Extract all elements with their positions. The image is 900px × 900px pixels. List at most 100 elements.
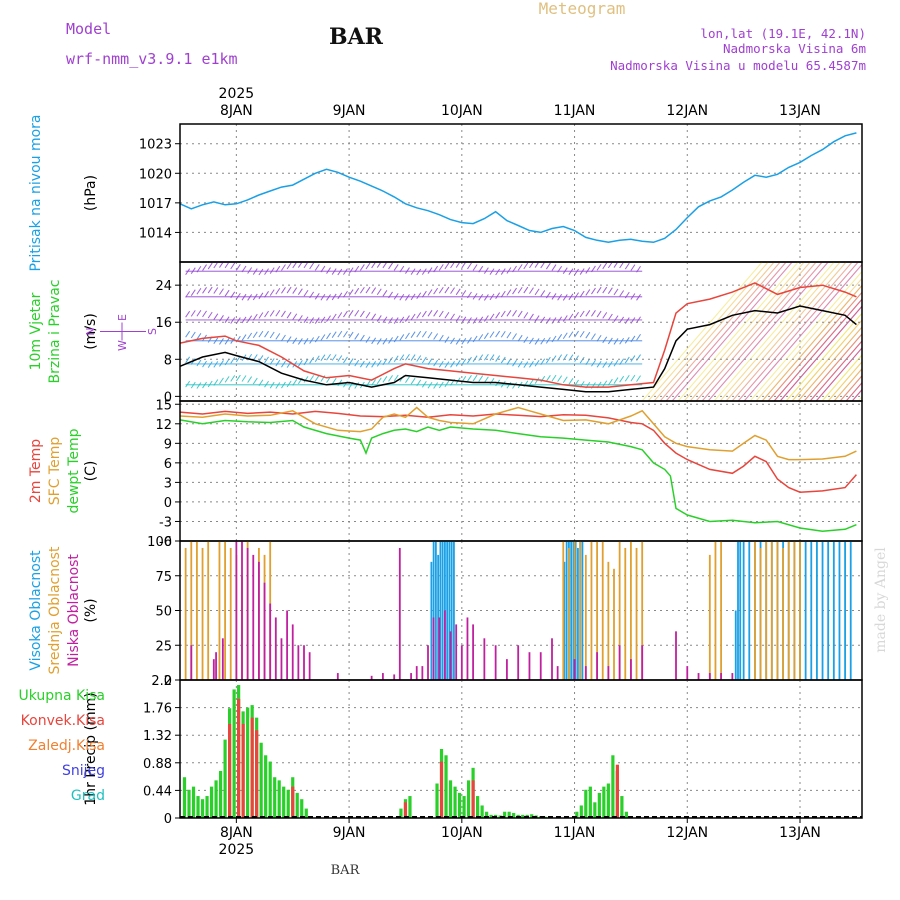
wind-barb	[281, 334, 286, 342]
bar-clouds	[434, 541, 437, 680]
wind-barb	[506, 310, 512, 317]
bar-clouds	[563, 561, 566, 680]
wind-barb	[534, 359, 540, 367]
wind-hatch	[803, 333, 862, 401]
wind-barb	[495, 355, 501, 362]
wind-barb	[258, 292, 264, 300]
wind-hatch	[767, 291, 862, 401]
wind-barb	[202, 287, 207, 294]
ytick-label: 0.88	[143, 757, 172, 772]
wind-hatch	[641, 262, 763, 401]
bar-clouds	[720, 541, 722, 680]
bar-precip	[250, 717, 254, 818]
bar-clouds	[720, 673, 722, 680]
watermark: made by Angel	[873, 547, 889, 653]
panel-precip: 0 0.44 0.88 1.32 1.76 2.2 1hr Precip (mm)Ukupn…	[18, 674, 863, 827]
ytick-label: 1014	[139, 226, 172, 241]
wind-barb	[326, 315, 331, 322]
wind-barb	[619, 261, 625, 269]
bar-precip	[453, 786, 457, 818]
wind-barb	[235, 264, 241, 271]
wind-barb	[512, 382, 517, 389]
ytick-label: 0	[164, 496, 172, 511]
wind-barb	[613, 288, 619, 296]
wind-hatch	[833, 367, 862, 401]
wind-barb	[281, 287, 286, 294]
wind-barb	[410, 313, 416, 321]
wind-barb	[506, 331, 512, 339]
wind-barb	[534, 338, 540, 345]
wind-barb	[275, 333, 281, 340]
wind-barb	[314, 264, 320, 271]
bar-clouds	[370, 675, 373, 680]
bar-clouds	[613, 568, 615, 680]
wind-barb	[450, 287, 455, 294]
wind-barb	[489, 331, 495, 338]
wind-hatch	[833, 367, 862, 401]
wind-barb	[405, 294, 410, 301]
bar-clouds	[453, 541, 455, 680]
wind-hatch	[671, 262, 793, 401]
year-bottom: 2025	[219, 842, 255, 858]
wind-barb	[461, 290, 467, 297]
ytick-label: 0	[164, 812, 172, 827]
wind-barb	[596, 286, 602, 294]
wind-barb	[331, 331, 337, 338]
wind-barb	[591, 359, 596, 367]
bar-precip	[218, 770, 223, 818]
wind-barb	[613, 338, 619, 345]
wind-barb	[551, 374, 557, 382]
wind-barb	[376, 288, 382, 296]
wind-barb	[455, 315, 461, 322]
bar-clouds	[269, 603, 272, 680]
wind-barb	[297, 288, 303, 295]
side-label: Srednja Oblacnost	[47, 546, 63, 674]
bar-precip	[300, 799, 304, 818]
wind-barb	[207, 361, 213, 368]
bar-clouds	[184, 547, 187, 680]
wind-hatch	[713, 262, 835, 401]
wind-hatch	[815, 347, 862, 401]
panel-temperature: -6 -3 0 3 6 9 12 15 (C) 2m Temp SFC Temp dewpt Temp	[28, 398, 863, 550]
bar-precip	[237, 698, 241, 818]
wind-barb	[219, 288, 224, 295]
bar-clouds	[577, 547, 579, 680]
wind-barb	[286, 380, 292, 388]
bar-clouds	[517, 645, 520, 680]
wind-barb	[359, 264, 365, 271]
panel-frame	[179, 679, 863, 819]
wind-barb	[438, 264, 444, 271]
wind-barb	[354, 359, 360, 367]
bar-clouds	[224, 541, 226, 680]
wind-hatch	[755, 277, 862, 401]
bar-clouds	[607, 561, 610, 680]
panel-clouds: 0 25 50 75 100 (%) Visoka Oblacnost Srednja Obl…	[28, 535, 863, 689]
bar-clouds	[215, 652, 217, 680]
wind-barb	[557, 334, 563, 341]
wind-barb	[472, 317, 478, 324]
side-label: SFC Temp	[47, 437, 63, 506]
wind-hatch	[791, 319, 862, 401]
wind-barb	[607, 287, 613, 294]
wind-barb	[230, 375, 236, 382]
wind-barb	[224, 261, 230, 269]
wind-barb	[455, 338, 461, 345]
wind-barb	[292, 287, 298, 294]
wind-barb	[348, 310, 354, 317]
xtick-label-top: 8JAN	[220, 103, 253, 119]
wind-barb	[500, 290, 506, 298]
compass-label: W	[116, 340, 129, 351]
wind-hatch	[701, 262, 823, 401]
bar-clouds	[235, 541, 238, 680]
bar-precip	[593, 802, 597, 818]
bar-precip	[291, 786, 295, 818]
wind-hatch	[731, 262, 853, 401]
wind-hatch	[791, 319, 862, 401]
wind-barb	[624, 262, 630, 270]
wind-barb	[393, 374, 399, 382]
wind-hatch	[737, 262, 859, 401]
wind-barb	[495, 268, 501, 276]
wind-barb	[258, 330, 264, 338]
bar-precip	[579, 805, 583, 818]
wind-barb	[247, 315, 253, 322]
